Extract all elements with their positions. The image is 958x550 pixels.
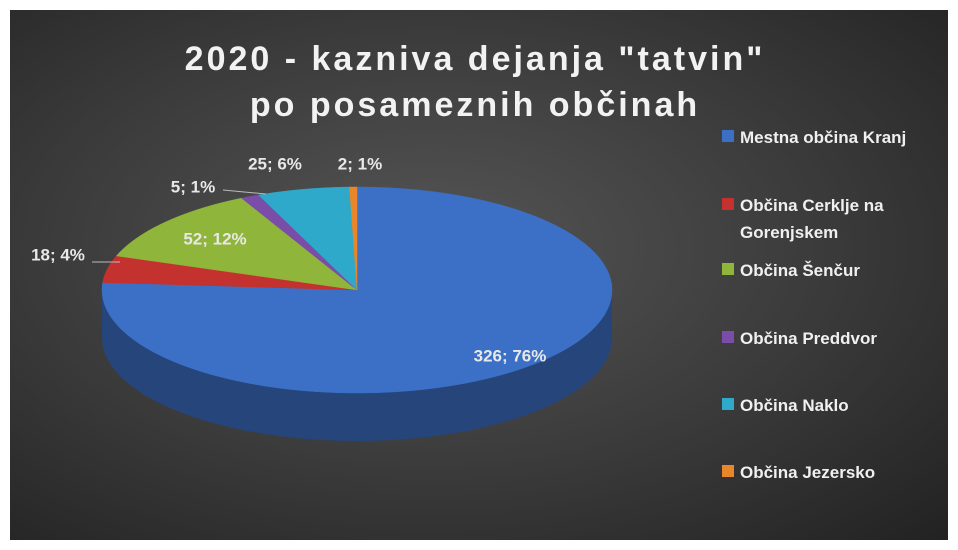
data-label: 52; 12% bbox=[183, 229, 246, 248]
slice bbox=[349, 186, 358, 291]
slice-side bbox=[102, 290, 612, 441]
slice bbox=[258, 186, 358, 291]
legend-item: Občina Naklo bbox=[722, 392, 954, 419]
legend-item: Mestna občina Kranj bbox=[722, 124, 954, 151]
legend-item: Občina Preddvor bbox=[722, 325, 954, 352]
legend-swatch bbox=[722, 198, 734, 210]
legend-swatch bbox=[722, 331, 734, 343]
legend-swatch bbox=[722, 130, 734, 142]
legend-label: Občina Cerklje na Gorenjskem bbox=[740, 196, 884, 242]
legend-swatch bbox=[722, 465, 734, 477]
legend-swatch bbox=[722, 263, 734, 275]
data-label: 25; 6% bbox=[248, 154, 302, 173]
legend-label: Občina Preddvor bbox=[740, 329, 877, 348]
chart-title: 2020 - kazniva dejanja "tatvin" po posam… bbox=[184, 40, 766, 124]
slice bbox=[115, 197, 358, 291]
legend-item: Občina Jezersko bbox=[722, 459, 954, 486]
legend-item: Občina Šenčur bbox=[722, 257, 954, 284]
legend-label: Mestna občina Kranj bbox=[740, 128, 907, 147]
leader-line bbox=[222, 189, 267, 195]
legend-label: Občina Naklo bbox=[740, 396, 849, 415]
legend-item: Občina Cerklje na Gorenjskem bbox=[722, 192, 954, 246]
data-label: 18; 4% bbox=[31, 245, 85, 264]
slice bbox=[101, 186, 613, 394]
data-label: 5; 1% bbox=[171, 177, 215, 196]
data-label: 326; 76% bbox=[474, 346, 547, 365]
slice bbox=[102, 255, 358, 291]
legend-label: Občina Jezersko bbox=[740, 463, 876, 482]
legend-label: Občina Šenčur bbox=[740, 261, 860, 280]
legend-swatch bbox=[722, 398, 734, 410]
data-label: 2; 1% bbox=[338, 154, 382, 173]
